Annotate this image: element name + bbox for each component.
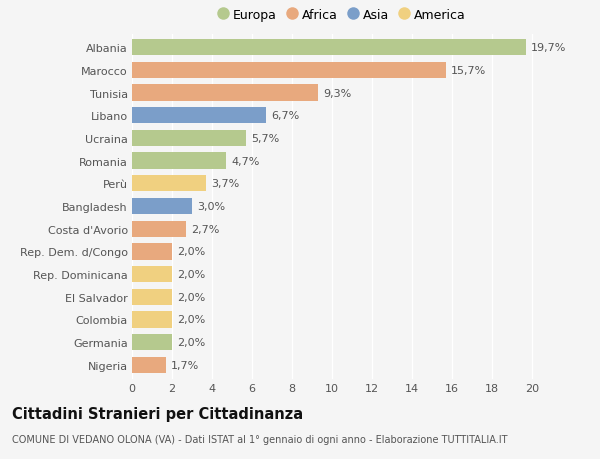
Text: 2,0%: 2,0% (177, 292, 205, 302)
Text: 15,7%: 15,7% (451, 66, 486, 76)
Bar (132, 244, 172, 260)
Bar (132, 334, 172, 351)
Text: 2,0%: 2,0% (177, 315, 205, 325)
Bar (132, 62, 446, 79)
Text: 2,0%: 2,0% (177, 337, 205, 347)
Text: 2,7%: 2,7% (191, 224, 220, 234)
Text: 19,7%: 19,7% (531, 43, 566, 53)
Text: 4,7%: 4,7% (231, 156, 259, 166)
Bar (132, 40, 526, 56)
Text: 6,7%: 6,7% (271, 111, 299, 121)
Bar (132, 176, 206, 192)
Text: 3,0%: 3,0% (197, 202, 225, 212)
Bar (132, 108, 266, 124)
Bar (132, 198, 192, 215)
Bar (132, 312, 172, 328)
Bar (132, 266, 172, 283)
Legend: Europa, Africa, Asia, America: Europa, Africa, Asia, America (215, 7, 469, 25)
Text: 9,3%: 9,3% (323, 88, 351, 98)
Text: Cittadini Stranieri per Cittadinanza: Cittadini Stranieri per Cittadinanza (12, 406, 303, 421)
Bar (132, 130, 246, 147)
Text: COMUNE DI VEDANO OLONA (VA) - Dati ISTAT al 1° gennaio di ogni anno - Elaborazio: COMUNE DI VEDANO OLONA (VA) - Dati ISTAT… (12, 434, 508, 444)
Bar (132, 357, 166, 373)
Text: 5,7%: 5,7% (251, 134, 279, 144)
Bar (132, 85, 318, 101)
Bar (132, 153, 226, 169)
Text: 3,7%: 3,7% (211, 179, 239, 189)
Bar (132, 221, 186, 237)
Text: 2,0%: 2,0% (177, 247, 205, 257)
Text: 1,7%: 1,7% (171, 360, 199, 370)
Bar (132, 289, 172, 305)
Text: 2,0%: 2,0% (177, 269, 205, 280)
